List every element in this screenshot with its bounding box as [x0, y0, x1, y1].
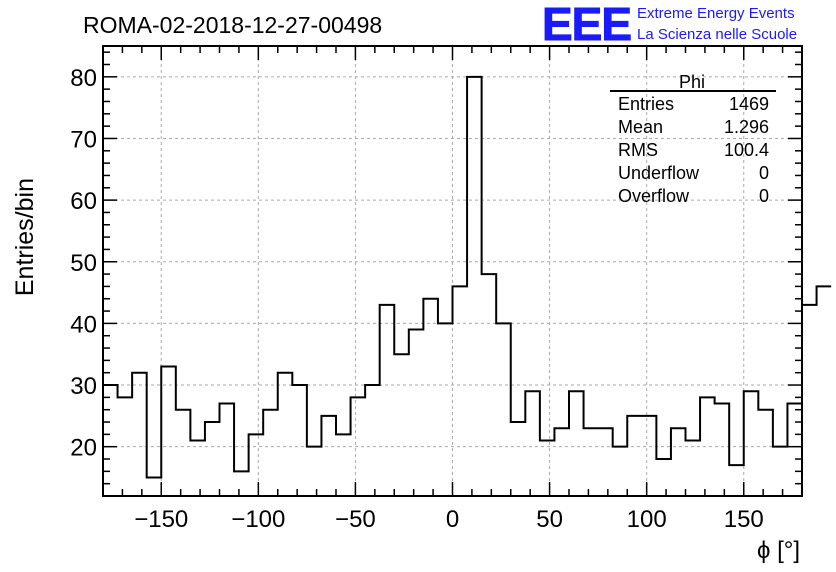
histogram-bin [817, 286, 832, 496]
histogram-bin [642, 416, 657, 496]
y-tick-label: 40 [70, 311, 97, 338]
histogram-bin [569, 391, 584, 496]
histogram-bin [496, 323, 511, 496]
histogram-bin [554, 428, 569, 496]
stats-value: 1469 [729, 94, 769, 114]
logo-line-1: Extreme Energy Events [637, 5, 795, 22]
grid-lines [103, 46, 802, 496]
x-tick-label: 150 [724, 506, 764, 533]
histogram-bins [103, 77, 831, 496]
histogram-bin [278, 373, 293, 496]
y-tick-label: 70 [70, 126, 97, 153]
stats-value: 0 [759, 163, 769, 183]
stats-value: 1.296 [724, 117, 769, 137]
histogram-bin [423, 299, 438, 496]
histogram-bin [802, 305, 817, 496]
y-tick-label: 30 [70, 373, 97, 400]
histogram-bin [394, 354, 409, 496]
histogram-bin [525, 391, 540, 496]
histogram-bin [700, 397, 715, 496]
histogram-bin [744, 391, 759, 496]
stats-box: Phi Entries 1469 Mean 1.296 RMS 100.4 Underflo… [610, 72, 776, 206]
histogram-bin [147, 478, 162, 496]
stats-rows: Entries 1469 Mean 1.296 RMS 100.4 Underflow 0 Ov… [618, 94, 769, 206]
run-title: ROMA-02-2018-12-27-00498 [83, 12, 382, 38]
histogram-bin [336, 434, 351, 496]
histogram-bin [365, 385, 380, 496]
x-tick-label: −100 [231, 506, 285, 533]
x-tick-label: −150 [134, 506, 188, 533]
histogram-bin [787, 404, 802, 496]
histogram-bin [409, 330, 424, 496]
histogram-bin [161, 367, 176, 496]
histogram-bin [103, 385, 118, 496]
y-tick-label: 50 [70, 250, 97, 277]
histogram-bin [584, 428, 599, 496]
x-tick-label: 50 [536, 506, 563, 533]
histogram-bin [656, 459, 671, 496]
histogram-bin [190, 441, 205, 496]
histogram-bin [380, 305, 395, 496]
histogram-bin [686, 441, 701, 496]
y-tick-label: 60 [70, 188, 97, 215]
x-tick-label: −50 [335, 506, 376, 533]
histogram-bin [598, 428, 613, 496]
y-tick-label: 20 [70, 435, 97, 462]
histogram-bin [453, 286, 468, 496]
histogram-line [103, 75, 832, 479]
histogram-bin [234, 471, 249, 496]
histogram-bin [263, 410, 278, 496]
stats-label: RMS [618, 140, 658, 160]
histogram-bin [613, 447, 628, 496]
stats-label: Entries [618, 94, 674, 114]
histogram-bin [205, 422, 220, 496]
stats-value: 100.4 [724, 140, 769, 160]
stats-value: 0 [759, 186, 769, 206]
stats-label: Mean [618, 117, 663, 137]
histogram-bin [249, 434, 264, 496]
histogram-bin [627, 416, 642, 496]
axis-ticks [102, 46, 803, 496]
tick-labels: −150 −100 −50 0 50 100 150 20 30 40 50 60 70 80 [70, 65, 763, 533]
plot-frame [102, 45, 803, 497]
histogram-bin [292, 385, 307, 496]
x-tick-label: 0 [446, 506, 459, 533]
y-axis-label: Entries/bin [11, 178, 39, 296]
logo-line-2: La Scienza nelle Scuole [637, 26, 797, 43]
stats-label: Overflow [618, 186, 690, 206]
histogram-bin [729, 465, 744, 496]
histogram-bin [321, 416, 336, 496]
histogram-bin [351, 397, 366, 496]
y-tick-label: 80 [70, 65, 97, 92]
histogram-bin [511, 422, 526, 496]
histogram-bin [176, 410, 191, 496]
histogram-bin [758, 410, 773, 496]
histogram-bin [482, 274, 497, 496]
histogram-bin [540, 441, 555, 496]
histogram-bin [773, 447, 788, 496]
x-axis-label: ϕ [°] [757, 537, 800, 564]
histogram-bin [467, 77, 482, 496]
eee-logo: EEE [542, 0, 631, 50]
histogram-bin [715, 404, 730, 496]
histogram-bin [307, 447, 322, 496]
histogram-bin [118, 397, 133, 496]
x-tick-label: 100 [627, 506, 667, 533]
histogram-bin [671, 428, 686, 496]
stats-title: Phi [679, 72, 705, 92]
histogram-bin [132, 373, 147, 496]
histogram-bin [220, 404, 235, 496]
histogram-bin [438, 323, 453, 496]
stats-label: Underflow [618, 163, 700, 183]
